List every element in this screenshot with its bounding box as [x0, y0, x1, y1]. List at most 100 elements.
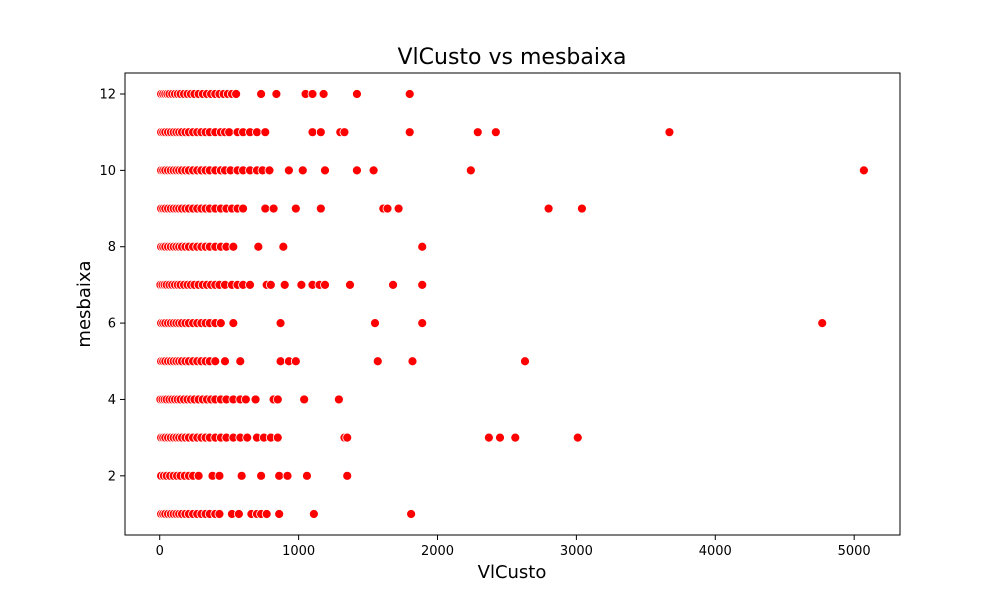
scatter-point — [345, 280, 355, 290]
scatter-point — [417, 241, 428, 252]
scatter-point — [274, 509, 285, 519]
scatter-point — [417, 280, 428, 290]
scatter-point — [404, 127, 415, 138]
y-tick-label: 6 — [108, 317, 116, 332]
y-tick-label: 10 — [99, 164, 116, 179]
scatter-point — [490, 127, 501, 138]
scatter-point — [236, 470, 247, 481]
scatter-point — [260, 127, 271, 138]
scatter-point — [282, 470, 293, 481]
scatter-point — [265, 280, 276, 290]
scatter-point — [307, 127, 318, 138]
y-tick-label: 8 — [108, 240, 116, 255]
scatter-point — [242, 432, 253, 443]
scatter-point — [272, 432, 283, 443]
scatter-point — [320, 165, 330, 176]
scatter-point — [297, 165, 308, 176]
scatter-point — [215, 318, 226, 328]
scatter-point — [520, 356, 530, 367]
scatter-point — [279, 280, 290, 290]
data-points — [155, 89, 869, 519]
scatter-point — [417, 318, 428, 328]
scatter-point — [307, 89, 318, 99]
scatter-point — [228, 318, 239, 328]
scatter-point — [342, 432, 353, 443]
scatter-point — [283, 165, 294, 176]
scatter-point — [245, 280, 255, 290]
scatter-point — [407, 356, 418, 367]
scatter-point — [510, 432, 521, 443]
scatter-point — [572, 432, 583, 443]
y-tick-label: 4 — [108, 393, 116, 408]
scatter-point — [370, 318, 380, 328]
y-tick-label: 2 — [108, 469, 116, 484]
scatter-point — [308, 509, 319, 519]
scatter-point — [224, 127, 235, 138]
scatter-point — [238, 203, 248, 214]
scatter-point — [393, 203, 404, 214]
scatter-point — [275, 318, 286, 328]
scatter-point — [352, 165, 362, 176]
scatter-point — [339, 127, 350, 138]
scatter-point — [275, 356, 286, 367]
scatter-point — [382, 203, 393, 214]
scatter-point — [817, 318, 828, 328]
scatter-point — [272, 394, 283, 405]
x-axis-label: VlCusto — [478, 562, 547, 583]
x-tick-label: 5000 — [838, 544, 871, 559]
scatter-point — [214, 509, 225, 519]
x-tick-label: 0 — [156, 544, 164, 559]
scatter-point — [333, 394, 344, 405]
scatter-point — [260, 203, 271, 214]
scatter-point — [278, 241, 289, 252]
scatter-point — [388, 280, 398, 290]
scatter-point — [193, 470, 204, 481]
scatter-point — [495, 432, 505, 443]
scatter-point — [256, 89, 267, 99]
scatter-point — [228, 241, 239, 252]
scatter-point — [368, 165, 379, 176]
scatter-point — [372, 356, 383, 367]
scatter-point — [264, 165, 275, 176]
plot-area-frame — [124, 72, 901, 536]
scatter-point — [472, 127, 483, 138]
scatter-point — [858, 165, 869, 176]
scatter-point — [352, 89, 362, 99]
scatter-point — [235, 356, 246, 367]
scatter-point — [233, 509, 244, 519]
scatter-point — [318, 89, 329, 99]
scatter-point — [299, 394, 310, 405]
scatter-point — [252, 127, 262, 138]
x-tick-label: 2000 — [421, 544, 454, 559]
x-tick-label: 1000 — [282, 544, 315, 559]
scatter-point — [268, 203, 279, 214]
scatter-point — [404, 89, 415, 99]
scatter-point — [577, 203, 587, 214]
scatter-point — [210, 356, 221, 367]
scatter-point — [271, 89, 282, 99]
scatter-point — [664, 127, 675, 138]
scatter-point — [261, 509, 272, 519]
scatter-point — [253, 241, 264, 252]
x-tick-label: 4000 — [699, 544, 732, 559]
chart-title: VlCusto vs mesbaixa — [398, 45, 627, 70]
scatter-point — [290, 203, 301, 214]
axis-ticks: 0 1000 2000 3000 4000 5000 2 4 6 8 10 12 — [99, 88, 870, 560]
scatter-point — [315, 127, 326, 138]
scatter-point — [543, 203, 554, 214]
scatter-point — [231, 89, 242, 99]
scatter-point — [240, 394, 251, 405]
scatter-point — [256, 470, 267, 481]
y-axis-label: mesbaixa — [74, 260, 95, 347]
scatter-point — [315, 203, 326, 214]
scatter-point — [220, 356, 230, 367]
scatter-point — [296, 280, 307, 290]
scatter-point — [320, 280, 330, 290]
y-tick-label: 12 — [99, 88, 116, 103]
x-tick-label: 3000 — [560, 544, 593, 559]
scatter-point — [465, 165, 476, 176]
scatter-point — [406, 509, 417, 519]
scatter-point — [250, 394, 261, 405]
scatter-point — [274, 470, 285, 481]
